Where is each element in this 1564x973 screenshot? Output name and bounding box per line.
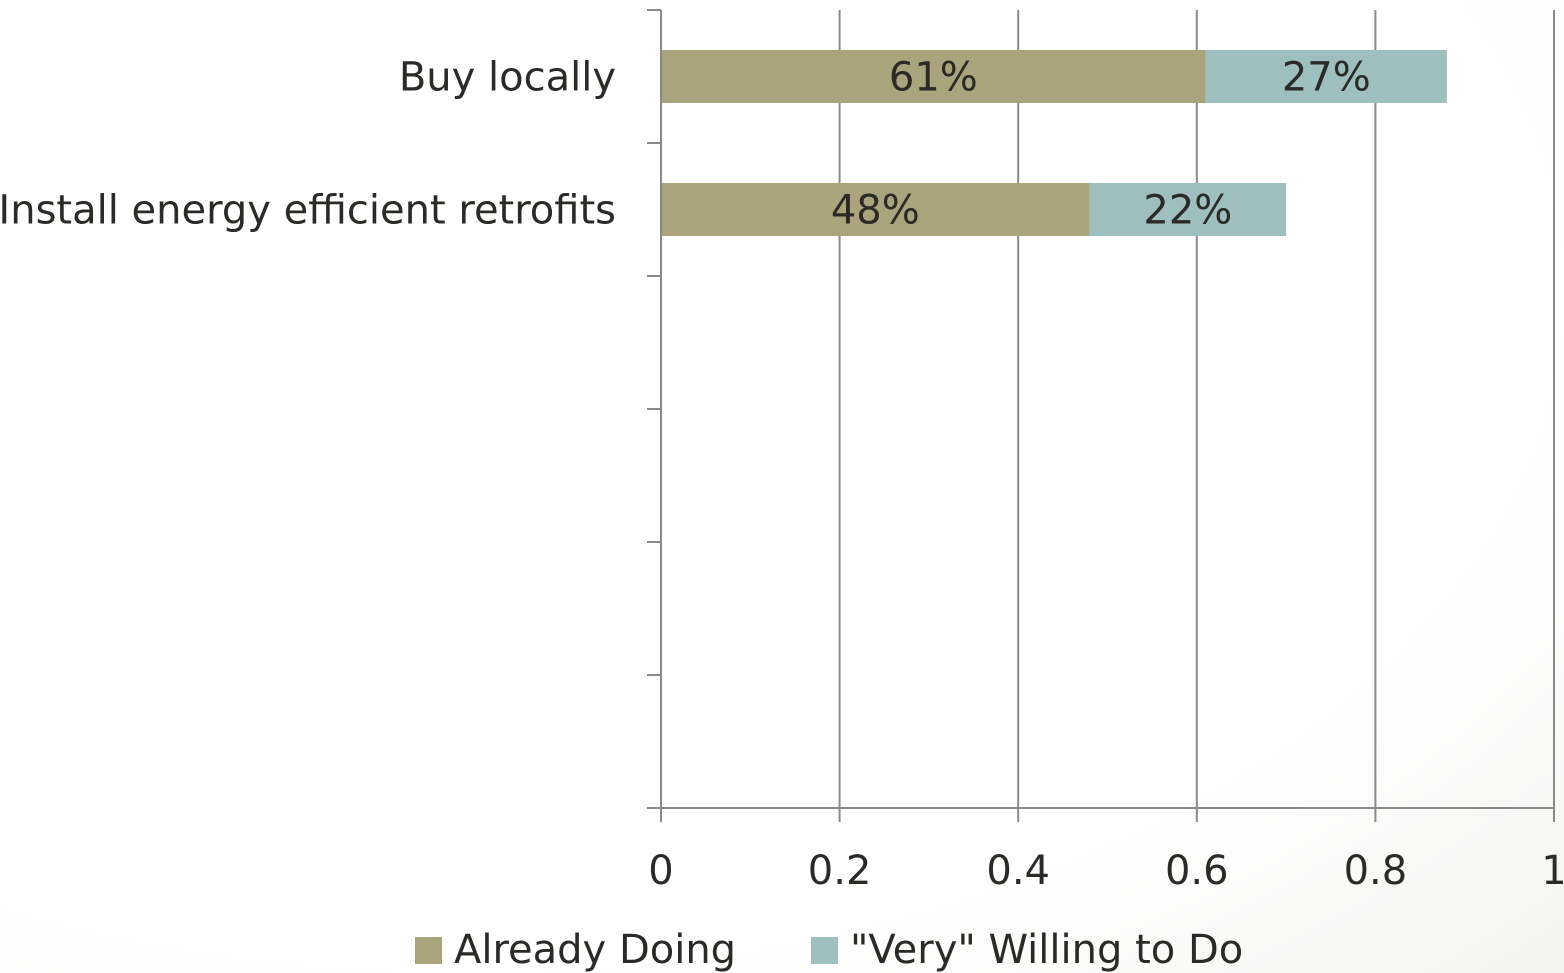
x-tick-label: 0.4 — [986, 848, 1050, 894]
bar-segment-very-willing — [1089, 183, 1287, 236]
legend-label: Already Doing — [454, 927, 736, 973]
x-tick-label: 0.2 — [808, 848, 872, 894]
x-tick-label: 0.8 — [1344, 848, 1408, 894]
x-tick-label: 0 — [648, 848, 673, 894]
data-label: 22% — [1143, 188, 1232, 234]
category-label: Install energy efficient retrofits — [0, 188, 616, 234]
x-tick-label: 1 — [1541, 848, 1564, 894]
gridlines — [838, 10, 1555, 808]
x-tick-label: 0.6 — [1165, 848, 1229, 894]
legend-swatch — [415, 937, 442, 964]
bar-segment-very-willing — [1205, 50, 1447, 103]
data-label: 61% — [889, 55, 978, 101]
bar-segment-already-doing — [661, 50, 1206, 103]
axes — [647, 9, 1555, 822]
legend-swatch — [811, 937, 838, 964]
category-label: Buy locally — [399, 55, 616, 101]
legend: Already Doing "Very" Willing to Do — [415, 927, 1243, 973]
data-label: 48% — [831, 188, 920, 234]
bar-segment-already-doing — [661, 183, 1090, 236]
labels: 0 0.2 0.4 0.6 0.8 1 Buy locally 61% 27% Install e… — [0, 55, 1564, 895]
bars — [661, 50, 1447, 236]
data-label: 27% — [1282, 55, 1371, 101]
legend-label: "Very" Willing to Do — [850, 927, 1243, 973]
